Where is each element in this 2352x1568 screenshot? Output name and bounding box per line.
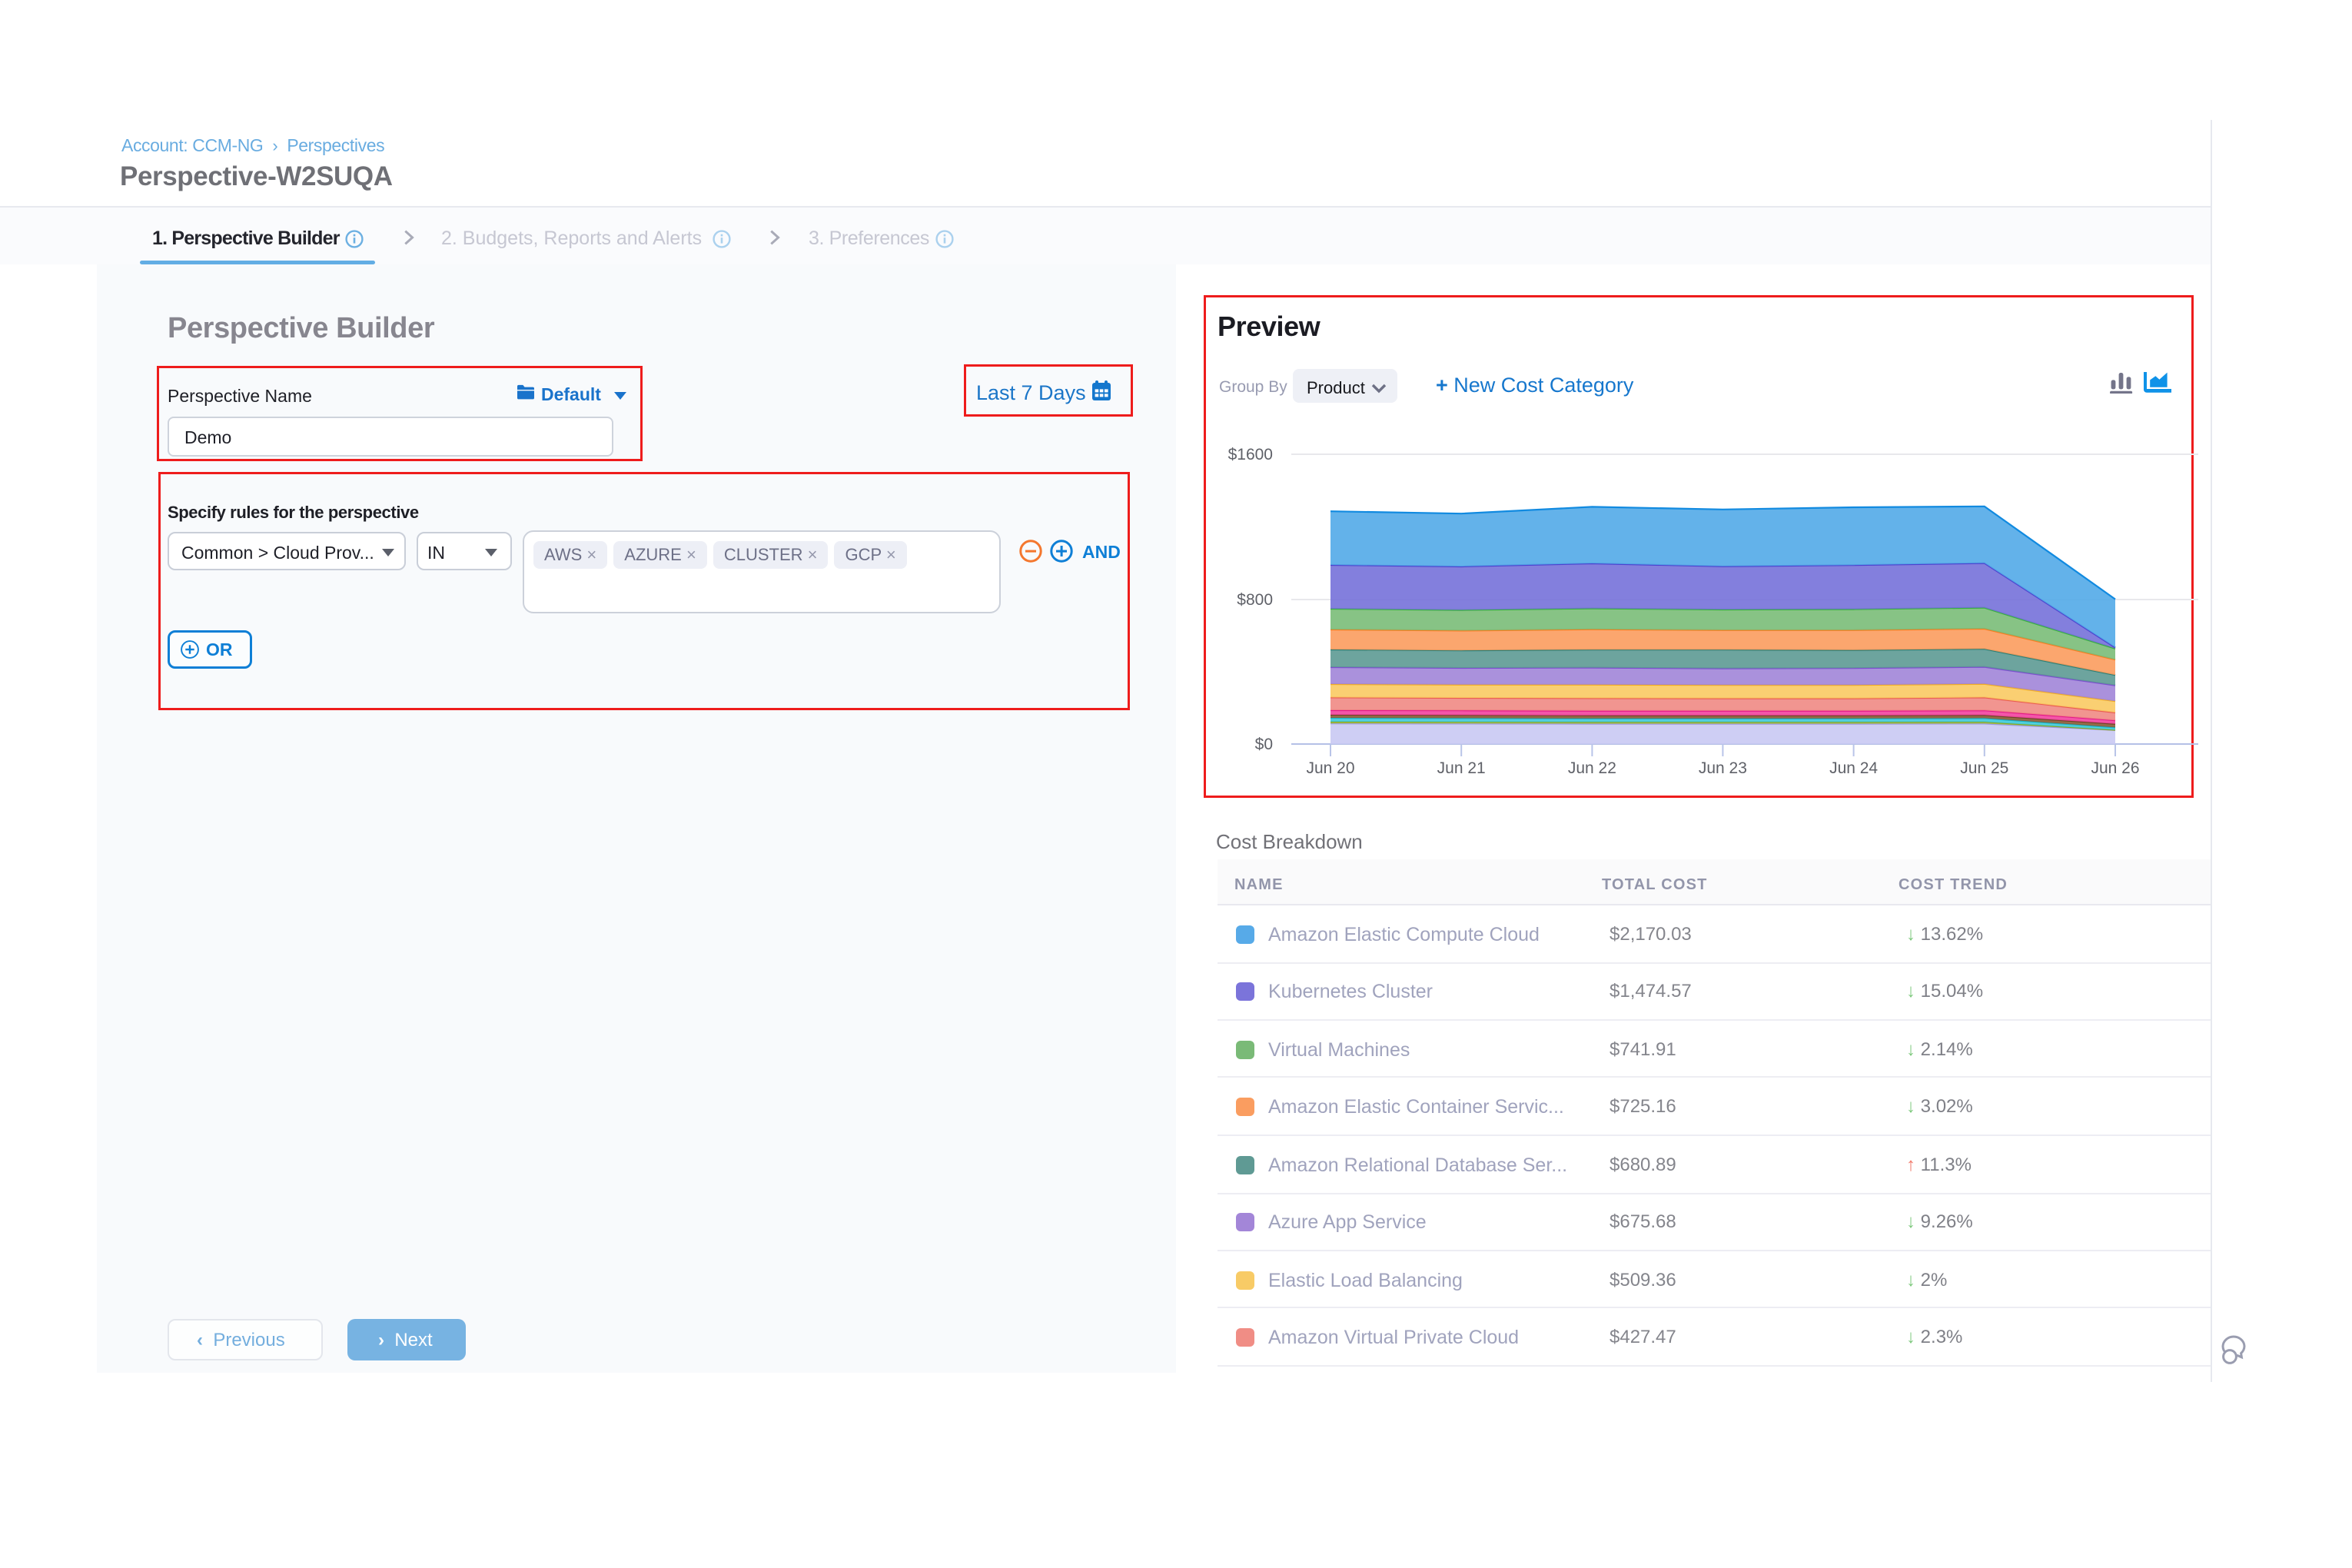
svg-text:Jun 26: Jun 26 xyxy=(2091,759,2139,777)
svg-text:Jun 25: Jun 25 xyxy=(1960,759,2008,777)
svg-text:Jun 23: Jun 23 xyxy=(1699,759,1747,777)
svg-text:Jun 20: Jun 20 xyxy=(1306,759,1354,777)
svg-text:Jun 22: Jun 22 xyxy=(1568,759,1616,777)
svg-text:$800: $800 xyxy=(1237,591,1273,609)
svg-text:$0: $0 xyxy=(1255,736,1273,753)
svg-text:Jun 24: Jun 24 xyxy=(1829,759,1878,777)
svg-text:Jun 21: Jun 21 xyxy=(1437,759,1486,777)
svg-text:$1600: $1600 xyxy=(1228,446,1273,463)
